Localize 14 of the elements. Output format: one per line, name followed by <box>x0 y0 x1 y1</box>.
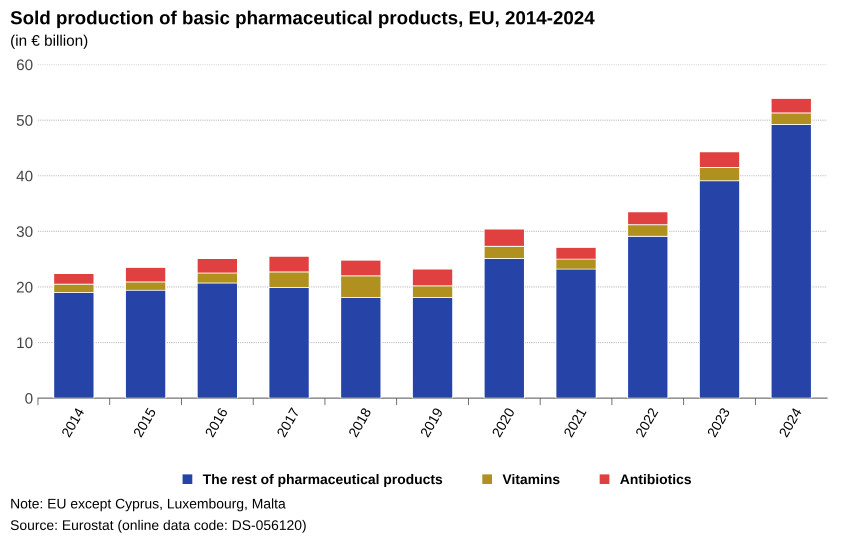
source-note: Source: Eurostat (online data code: DS-056120) <box>10 520 306 533</box>
y-tick-label: 20 <box>16 282 33 293</box>
y-tick-label: 40 <box>16 170 33 182</box>
y-tick-label: 60 <box>16 59 33 70</box>
chart-subtitle: (in € billion) <box>11 34 88 49</box>
text: Note: EU except Cyprus, Luxembourg, Malta <box>11 498 286 512</box>
chart-title: Sold production of basic pharmaceutical products, EU, 2014-2024 <box>10 10 595 28</box>
legend-label: Vitamins <box>502 474 560 484</box>
legend-label: The rest of pharmaceutical products <box>202 474 442 487</box>
y-tick-label: 0 <box>25 392 33 404</box>
y-tick-label: 10 <box>17 337 33 348</box>
y-tick-label: 50 <box>16 115 33 126</box>
y-tick-label: 30 <box>16 226 33 238</box>
legend-label: Antibiotics <box>620 474 691 484</box>
